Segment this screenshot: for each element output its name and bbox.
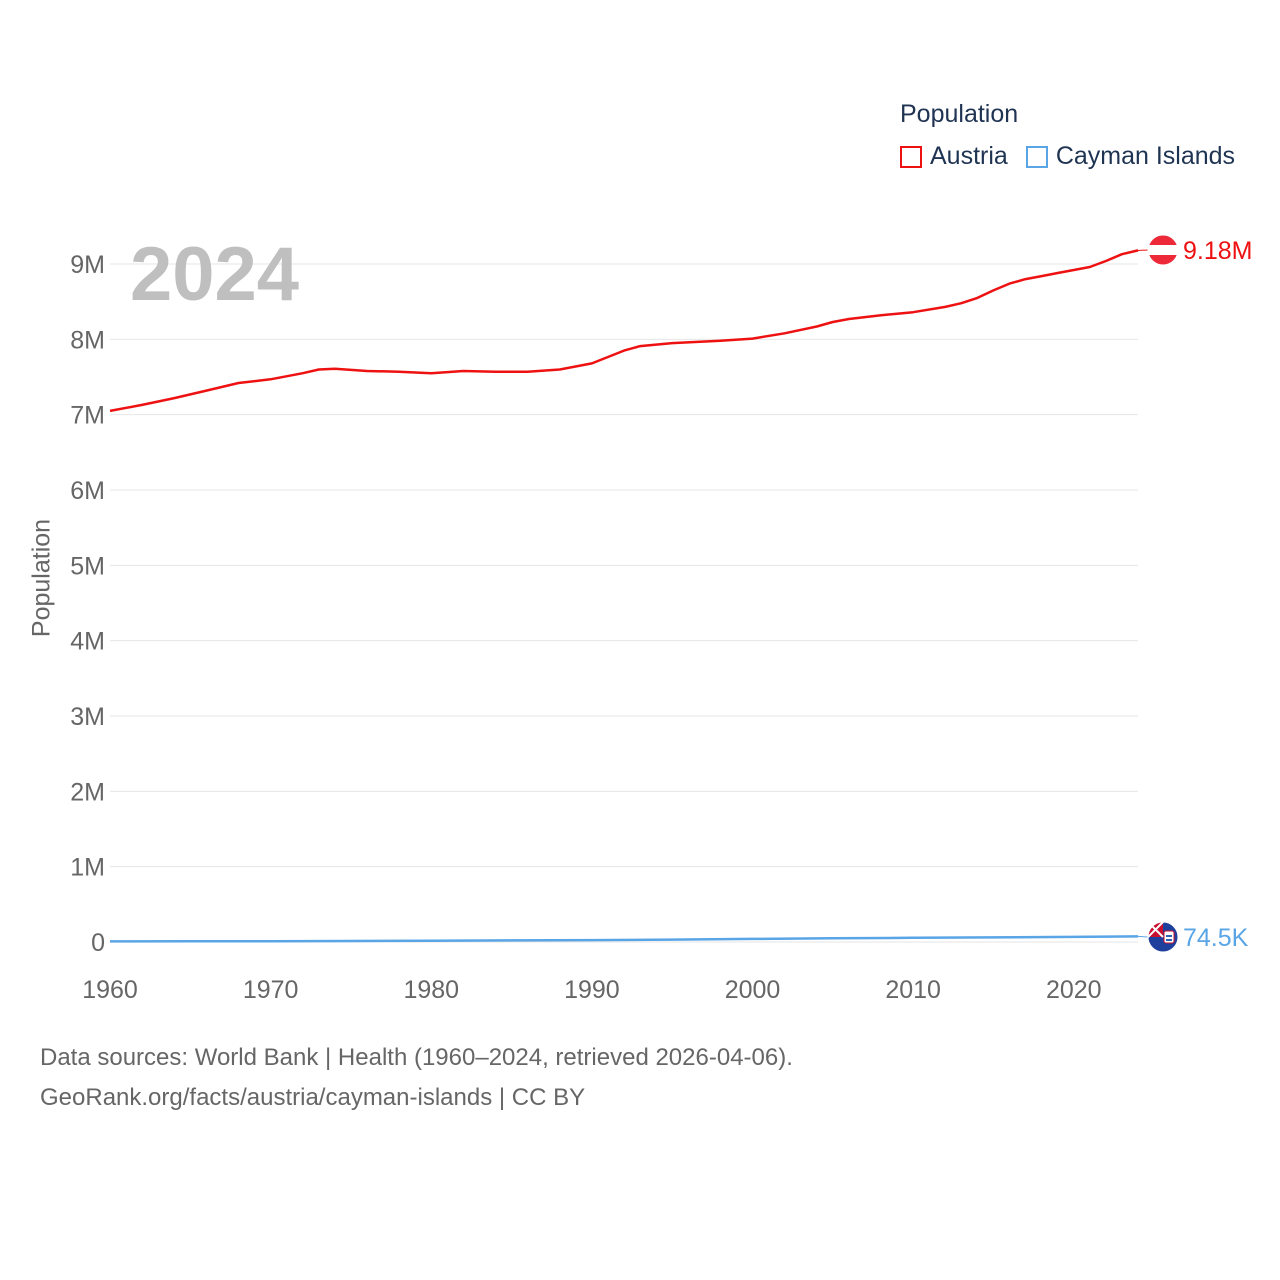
y-tick-label: 6M	[70, 477, 105, 505]
series-line-austria[interactable]	[109, 249, 1139, 413]
x-tick-label: 1960	[82, 976, 138, 1004]
source-link[interactable]: GeoRank.org/facts/austria/cayman-islands…	[40, 1084, 586, 1111]
series-end-markers: 9.18M 74.5K	[1137, 234, 1252, 953]
source-line: Data sources: World Bank | Health (1960–…	[40, 1044, 793, 1071]
cayman-islands-flag-icon	[1147, 921, 1179, 953]
austria-flag-icon	[1147, 234, 1179, 266]
y-axis-ticks: 0 1M 2M 3M 4M 5M 6M 7M 8M 9M	[70, 251, 105, 957]
y-tick-label: 8M	[70, 326, 105, 354]
y-tick-label: 5M	[70, 552, 105, 580]
x-axis-ticks: 1960 1970 1980 1990 2000 2010 2020	[82, 976, 1101, 1004]
end-value-label-austria: 9.18M	[1183, 237, 1252, 265]
legend-swatch-cayman-islands	[1025, 145, 1048, 168]
legend-label-cayman-islands: Cayman Islands	[1055, 142, 1236, 170]
y-tick-label: 4M	[70, 628, 105, 656]
series-line-cayman-islands[interactable]	[109, 935, 1139, 943]
x-tick-label: 2010	[885, 976, 941, 1004]
gridlines	[110, 263, 1138, 943]
end-value-label-cayman-islands: 74.5K	[1183, 924, 1249, 952]
legend-item-cayman-islands[interactable]: Cayman Islands	[1025, 142, 1236, 171]
y-tick-label: 0	[91, 929, 105, 957]
x-tick-label: 2020	[1046, 976, 1102, 1004]
x-tick-label: 1980	[403, 976, 459, 1004]
series-lines	[109, 249, 1139, 943]
x-tick-label: 1990	[564, 976, 620, 1004]
y-tick-label: 3M	[70, 703, 105, 731]
y-tick-label: 7M	[70, 402, 105, 430]
legend: Austria Cayman Islands	[900, 142, 1253, 171]
y-tick-label: 1M	[70, 854, 105, 882]
x-tick-label: 2000	[725, 976, 781, 1004]
x-tick-label: 1970	[243, 976, 299, 1004]
y-axis-title: Population	[27, 518, 56, 638]
year-label: 2024	[130, 232, 299, 317]
end-connector	[1137, 935, 1149, 938]
y-tick-label: 2M	[70, 778, 105, 806]
legend-item-austria[interactable]: Austria	[900, 142, 1008, 171]
y-tick-label: 9M	[70, 251, 105, 279]
legend-label-austria: Austria	[930, 142, 1008, 170]
legend-title: Population	[900, 100, 1019, 128]
legend-swatch-austria	[900, 145, 922, 168]
